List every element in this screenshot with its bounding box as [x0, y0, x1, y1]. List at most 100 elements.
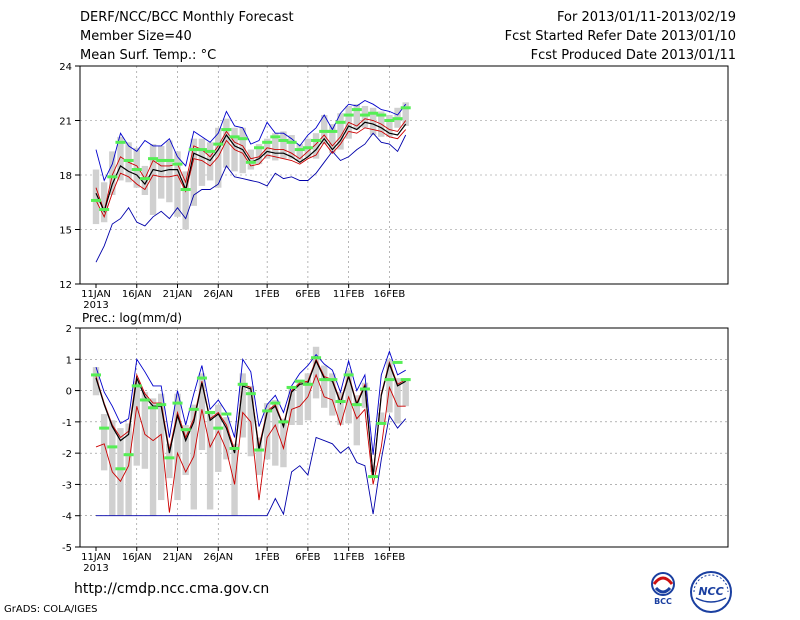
temp-obs-marker	[188, 148, 199, 152]
temp-obs-marker	[294, 148, 305, 152]
temp-obs-marker	[213, 142, 224, 146]
temp-spread-box	[280, 131, 287, 159]
svg-text:NCC: NCC	[698, 585, 723, 598]
prec-obs-marker	[91, 373, 101, 377]
prec-spread-box	[312, 346, 320, 399]
prec-spread-box	[247, 385, 255, 457]
prec-obs-marker	[245, 392, 256, 396]
prec-spread-box	[329, 373, 336, 416]
temp-obs-marker	[286, 140, 297, 144]
prec-spread-box	[125, 423, 132, 516]
temp-spread-box	[182, 171, 189, 230]
temp-obs-marker	[311, 138, 322, 142]
temp-series-lower	[95, 127, 407, 218]
forecast-produced-date: Fcst Produced Date 2013/01/11	[530, 48, 736, 63]
temp-frame	[79, 65, 729, 285]
temp-obs-marker	[262, 140, 273, 144]
prec-frame	[79, 327, 729, 548]
prec-obs-marker	[311, 356, 322, 360]
temp-spread-box	[337, 113, 344, 150]
forecast-period: For 2013/01/11-2013/02/19	[557, 10, 736, 25]
prec-xtick-year: 2013	[83, 563, 108, 574]
prec-spread-box	[182, 424, 189, 476]
temp-ytick-label: 18	[59, 171, 72, 182]
ncc-logo: NCC	[688, 570, 734, 620]
prec-series-lower	[95, 373, 406, 513]
temp-spread-box	[215, 127, 222, 188]
prec-obs-marker	[180, 428, 191, 432]
temp-obs-marker	[270, 135, 281, 139]
temp-obs-marker	[343, 113, 354, 117]
prec-obs-marker	[359, 387, 370, 391]
prec-obs-marker	[115, 467, 126, 471]
temp-xtick-label: 26JAN	[203, 289, 233, 300]
prec-obs-marker	[368, 475, 379, 479]
prec-obs-marker	[262, 409, 273, 413]
temp-spread-box	[100, 182, 108, 223]
prec-xtick-label: 26JAN	[203, 552, 233, 563]
temp-obs-marker	[254, 146, 264, 150]
prec-spread-box	[133, 381, 140, 466]
prec-obs-marker	[196, 376, 207, 380]
temp-obs-marker	[359, 113, 370, 117]
temp-obs-marker	[107, 175, 118, 179]
temp-obs-marker	[123, 158, 134, 162]
prec-panel: -5 -4 -3 -2 -1 0 1 2 11JAN 16JAN 21JAN 26JAN 1FEB 6FE…	[62, 324, 729, 574]
chart-title: DERF/NCC/BCC Monthly Forecast	[80, 10, 294, 25]
temp-xtick-label: 1FEB	[255, 289, 280, 300]
temp-obs-marker	[302, 146, 313, 150]
source-url[interactable]: http://cmdp.ncc.cma.gov.cn	[74, 581, 270, 597]
svg-text:BCC: BCC	[654, 597, 672, 606]
temp-spread-box	[166, 140, 173, 203]
temp-spread-box	[369, 107, 377, 136]
prec-ytick-label: 2	[66, 324, 72, 335]
prec-obs-marker	[237, 382, 248, 386]
temp-obs-marker	[205, 149, 216, 153]
prec-obs-marker	[107, 445, 118, 449]
temp-obs-marker	[351, 108, 362, 112]
prec-obs-marker	[172, 401, 183, 405]
prec-obs-marker	[213, 426, 224, 430]
prec-spread-box	[174, 393, 181, 501]
prec-obs-marker	[376, 421, 387, 425]
prec-spread-box	[92, 367, 100, 396]
temp-obs-marker	[99, 208, 110, 212]
temp-obs-marker	[368, 111, 379, 115]
temp-obs-marker	[327, 129, 338, 133]
prec-obs-marker	[343, 373, 354, 377]
temp-obs-marker	[196, 148, 207, 152]
temp-obs-marker	[245, 160, 256, 164]
temp-spread-box	[247, 149, 255, 170]
prec-obs-marker	[139, 398, 150, 402]
prec-spread-box	[288, 387, 295, 425]
temp-spread-box	[198, 138, 206, 186]
temp-obs-marker	[376, 113, 387, 117]
prec-spread-box	[231, 443, 238, 516]
grads-credit: GrADS: COLA/IGES	[4, 604, 98, 615]
temp-spread-box	[158, 145, 165, 199]
temp-xtick-label: 16FEB	[374, 289, 406, 300]
temp-spread-box	[361, 105, 369, 128]
prec-spread-box	[272, 399, 279, 466]
bcc-logo: BCC	[640, 570, 686, 610]
prec-spread-box	[369, 465, 377, 472]
temp-obs-marker	[384, 119, 395, 122]
prec-spread-box	[402, 378, 409, 407]
temp-obs-marker	[392, 117, 403, 121]
prec-obs-marker	[384, 378, 395, 382]
prec-spread-box	[198, 373, 206, 451]
prec-obs-marker	[229, 446, 240, 450]
variable-label: Mean Surf. Temp.: °C	[80, 48, 217, 63]
prec-obs-marker	[156, 403, 167, 407]
prec-obs-marker	[278, 420, 289, 424]
prec-obs-marker	[351, 403, 362, 407]
temp-spread-box	[288, 135, 295, 159]
prec-spread-box	[361, 382, 369, 408]
prec-obs-marker	[123, 453, 134, 457]
member-size: Member Size=40	[80, 29, 192, 44]
prec-obs-marker	[270, 401, 281, 405]
prec-obs-marker	[335, 400, 346, 404]
temp-spread-box	[133, 147, 140, 188]
prec-xtick-label: 16FEB	[374, 552, 406, 563]
temp-spread-box	[255, 144, 263, 165]
